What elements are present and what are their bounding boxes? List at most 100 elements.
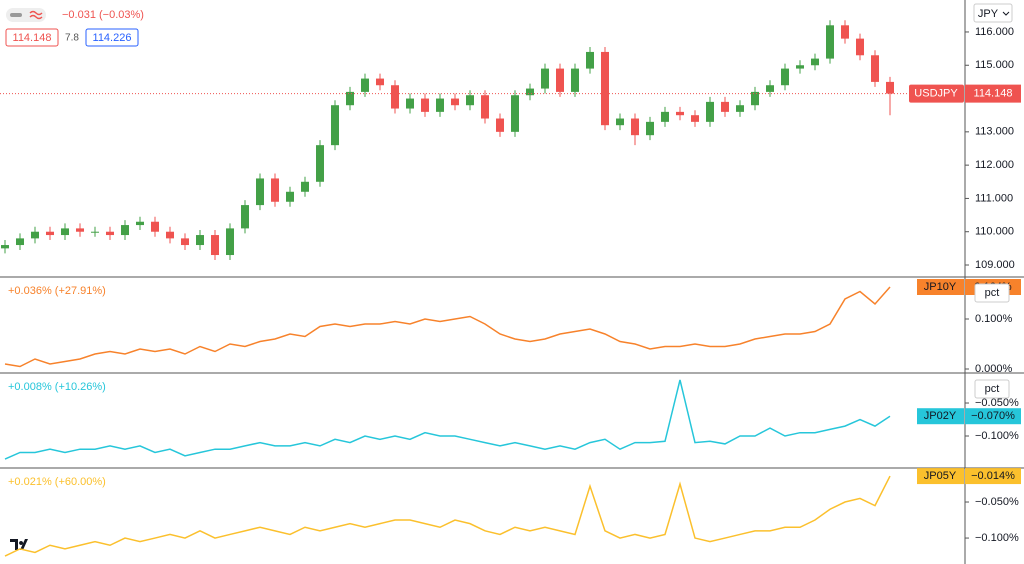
candle-body: [136, 221, 144, 226]
candle-body: [406, 98, 414, 109]
candle-body: [376, 78, 384, 86]
candle-body: [466, 95, 474, 106]
last-price: 114.148: [974, 88, 1013, 100]
candle-body: [511, 95, 519, 132]
candle-body: [1, 245, 9, 249]
unit-box: [974, 283, 1010, 303]
candle-body: [346, 91, 354, 106]
symbol: JP05Y: [924, 470, 957, 482]
unit-label: pct: [985, 383, 1000, 395]
candle-body: [781, 68, 789, 86]
candle-body: [706, 101, 714, 122]
ask: 114.226: [93, 32, 132, 44]
series-line: [4, 286, 891, 368]
candle-body: [91, 231, 99, 233]
value-tag: [965, 468, 1021, 485]
candle-body: [421, 98, 429, 112]
candle-body: [61, 228, 69, 236]
candle-body: [301, 181, 309, 192]
unit-box: [974, 379, 1010, 399]
symbol: JP02Y: [924, 410, 957, 422]
status-icon: [29, 10, 43, 20]
y-tick-label: −0.050%: [975, 496, 1019, 508]
candle-body: [106, 231, 114, 236]
y-tick-label: 111.000: [975, 192, 1013, 204]
status-icon: [6, 8, 46, 22]
series-line: [4, 379, 891, 460]
candle-body: [286, 191, 294, 202]
candle-body: [331, 105, 339, 146]
candle-body: [481, 95, 489, 119]
candle-body: [556, 68, 564, 92]
y-tick-label: 113.000: [975, 126, 1014, 138]
y-tick-label: 0.100%: [975, 313, 1013, 325]
symbol: USDJPY: [914, 88, 958, 100]
y-tick-label: 110.000: [975, 226, 1014, 238]
candle-body: [886, 81, 894, 94]
spread: 7.8: [65, 33, 79, 44]
candle-body: [391, 85, 399, 109]
candle-body: [826, 25, 834, 59]
dropdown-arrow: [1002, 11, 1010, 16]
y-tick-label: 109.000: [975, 259, 1015, 271]
candle-body: [211, 235, 219, 256]
candle-body: [271, 178, 279, 202]
series-line: [4, 475, 891, 557]
change: −0.031 (−0.03%): [62, 9, 144, 21]
candle-body: [571, 68, 579, 92]
candle-body: [541, 68, 549, 89]
last-value: −0.070%: [971, 410, 1015, 422]
status-icon: [10, 13, 22, 17]
candle-body: [601, 51, 609, 126]
candle-body: [151, 221, 159, 232]
candle-body: [631, 118, 639, 136]
y-tick-label: 0.000%: [975, 363, 1013, 375]
candle-body: [226, 228, 234, 256]
candle-body: [751, 91, 759, 106]
currency-button[interactable]: [973, 3, 1013, 23]
candle-body: [316, 145, 324, 182]
legend: +0.008% (+10.26%): [8, 381, 106, 393]
symbol-tag: [917, 408, 964, 425]
candle-body: [646, 121, 654, 136]
candle-body: [166, 231, 174, 239]
symbol-tag: [909, 84, 964, 103]
candle-body: [196, 235, 204, 246]
candle-body: [496, 118, 504, 132]
candle-body: [676, 111, 684, 116]
candle-body: [181, 238, 189, 246]
candle-body: [616, 118, 624, 126]
unit-label: pct: [985, 287, 1000, 299]
candle-body: [841, 25, 849, 39]
candle-body: [361, 78, 369, 92]
legend: +0.021% (+60.00%): [8, 476, 106, 488]
value-tag: [965, 408, 1021, 425]
y-tick-label: −0.100%: [975, 532, 1019, 544]
candle-body: [811, 58, 819, 66]
candle-body: [121, 225, 129, 236]
bid: 114.148: [13, 32, 52, 44]
candle-body: [586, 51, 594, 69]
candle-body: [451, 98, 459, 106]
ask-box[interactable]: [85, 28, 139, 47]
symbol-tag: [917, 279, 964, 295]
candle-body: [256, 178, 264, 206]
candle-body: [691, 115, 699, 122]
symbol: JP10Y: [924, 281, 957, 293]
bid-box[interactable]: [5, 28, 59, 47]
candle-body: [436, 98, 444, 112]
candle-body: [766, 85, 774, 92]
candle-body: [661, 111, 669, 122]
y-tick-label: 116.000: [975, 26, 1014, 38]
last-value: −0.014%: [971, 470, 1015, 482]
candle-body: [46, 231, 54, 236]
candle-body: [736, 105, 744, 112]
y-tick-label: −0.050%: [975, 397, 1019, 409]
y-tick-label: −0.100%: [975, 430, 1019, 442]
candle-body: [871, 55, 879, 82]
y-tick-label: 115.000: [975, 59, 1014, 71]
symbol-tag: [917, 468, 964, 485]
y-tick-label: 112.000: [975, 159, 1014, 171]
